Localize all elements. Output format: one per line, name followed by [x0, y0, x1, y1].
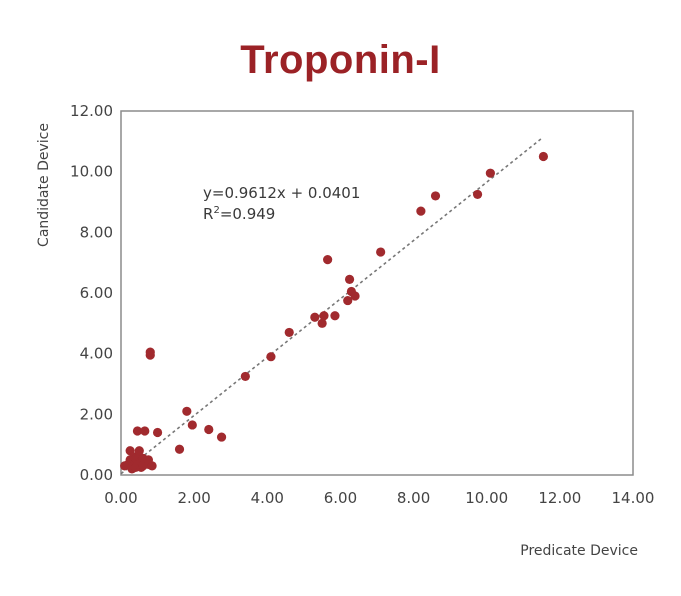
- r-squared-value: =0.949: [220, 205, 276, 223]
- y-tick-label: 2.00: [80, 405, 113, 423]
- data-point: [147, 461, 157, 471]
- data-point: [343, 295, 353, 306]
- data-point: [140, 426, 150, 436]
- data-point: [216, 432, 227, 442]
- chart-title: Troponin-I: [240, 38, 441, 82]
- data-point: [182, 406, 192, 416]
- data-point: [132, 426, 143, 436]
- r-squared-prefix: R: [203, 205, 213, 223]
- data-point: [416, 206, 426, 216]
- data-point: [134, 446, 144, 456]
- data-point: [152, 427, 163, 438]
- plot-area-frame: [120, 110, 634, 476]
- r-squared-label: R2=0.949: [203, 205, 275, 223]
- data-point: [187, 420, 197, 430]
- y-axis-ticks: 0.00 2.00 4.00 6.00 8.00 10.00 12.00: [70, 102, 113, 484]
- data-point: [317, 318, 327, 328]
- x-tick-label: 4.00: [251, 489, 284, 507]
- data-point: [344, 274, 355, 284]
- data-point: [430, 191, 441, 201]
- y-tick-label: 8.00: [80, 223, 113, 241]
- data-points: [120, 151, 549, 474]
- x-tick-label: 6.00: [324, 489, 357, 507]
- data-point: [174, 444, 185, 454]
- data-point: [485, 168, 495, 178]
- x-tick-label: 0.00: [104, 489, 137, 507]
- data-point: [376, 247, 386, 257]
- data-point: [284, 327, 294, 338]
- data-point: [240, 371, 250, 382]
- y-tick-label: 12.00: [70, 102, 113, 120]
- data-point: [472, 189, 483, 200]
- data-point: [319, 311, 329, 321]
- y-tick-label: 10.00: [70, 163, 113, 181]
- data-point: [310, 312, 320, 322]
- data-point: [204, 424, 214, 435]
- x-tick-label: 12.00: [538, 489, 581, 507]
- x-tick-label: 2.00: [177, 489, 210, 507]
- data-point: [538, 151, 549, 162]
- x-axis-title: Predicate Device: [520, 543, 638, 559]
- x-axis-ticks: 0.00 2.00 4.00 6.00 8.00 10.00 12.00 14.00: [104, 489, 654, 507]
- data-point: [145, 347, 155, 357]
- data-point: [350, 291, 360, 301]
- x-tick-label: 14.00: [612, 489, 655, 507]
- x-tick-label: 10.00: [465, 489, 508, 507]
- trendline-equation: y=0.9612x + 0.0401: [203, 184, 360, 202]
- data-point: [323, 255, 333, 265]
- y-tick-label: 0.00: [80, 466, 113, 484]
- y-tick-label: 4.00: [80, 345, 113, 363]
- data-point: [266, 352, 276, 362]
- r-squared-superscript: 2: [213, 205, 219, 216]
- x-tick-label: 8.00: [397, 489, 430, 507]
- y-axis-title: Candidate Device: [36, 123, 52, 247]
- data-point: [330, 311, 340, 321]
- y-tick-label: 6.00: [80, 284, 113, 302]
